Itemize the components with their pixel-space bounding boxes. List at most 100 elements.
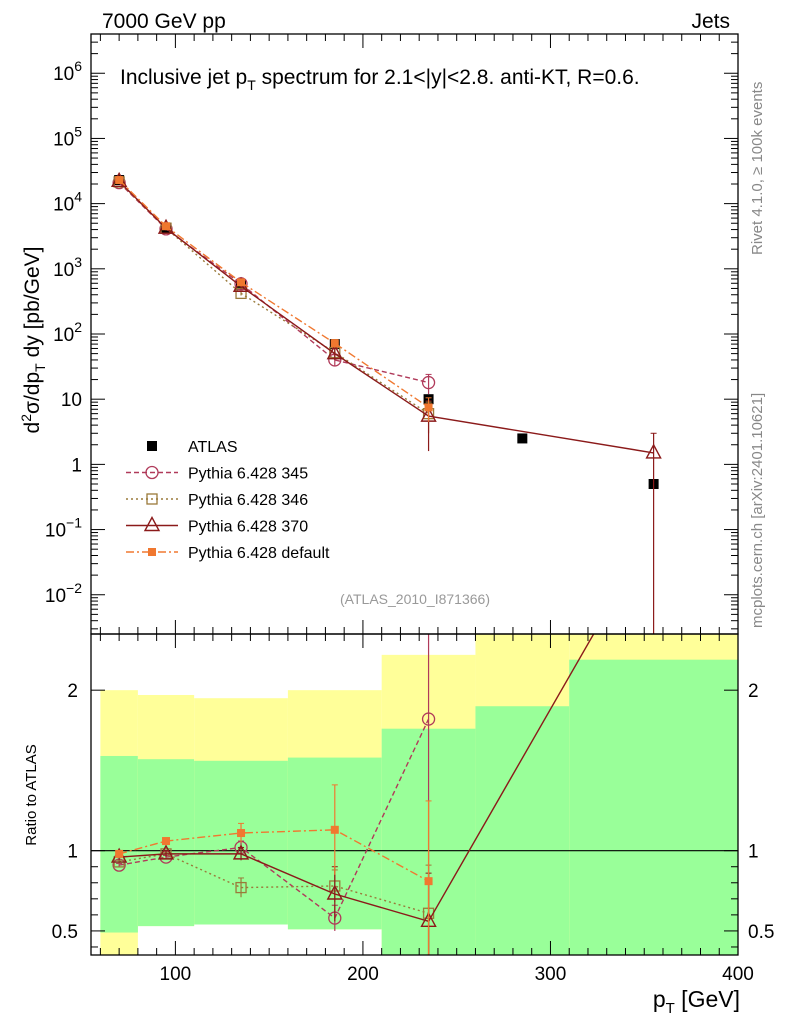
y-tick-base: 10 [53,129,74,150]
ylabel-part: dy [pb/GeV] [21,247,44,364]
data-point [232,844,250,860]
y-tick-exp: 6 [74,58,82,74]
data-point [330,825,339,834]
data-point [157,844,175,860]
y-tick-base: 10 [53,64,74,85]
y-tick-label: 10 [61,390,82,411]
legend-entry: Pythia 6.428 345 [126,466,308,483]
main-frame [90,33,739,635]
y-tick-label: 10−1 [45,515,82,542]
ratio-xlabel: pT [GeV] [653,986,740,1017]
legend-entry: Pythia 6.428 346 [126,492,308,509]
header-right: Jets [691,10,730,33]
legend-marker [146,493,158,505]
legend-label: ATLAS [188,439,238,456]
title-subscript: T [247,77,256,93]
ratio-y-tick-label: 0.5 [52,922,78,943]
title-text: Inclusive jet p [120,66,247,89]
series-pythia-6-428-default [115,176,433,422]
y-tick-label: 102 [53,319,82,346]
legend-label: Pythia 6.428 370 [188,519,308,536]
data-point [645,443,662,459]
data-point [237,829,246,838]
data-point [235,881,247,894]
series-line [119,853,429,914]
ratio-bands [91,634,738,955]
y-tick-exp: −1 [66,515,82,531]
xlabel-sub: T [666,1000,675,1017]
data-point [517,433,528,444]
y-tick-label: 106 [53,58,82,85]
ylabel-part: T [32,363,48,372]
x-tick-label: 400 [722,964,754,985]
y-tick-exp: 4 [74,189,82,205]
legend-entry: Pythia 6.428 370 [126,516,308,536]
ratio-y-tick-label: 1 [67,842,78,863]
main-title: Inclusive jet pT spectrum for 2.1<|y|<2.… [120,66,640,93]
series-line [118,180,654,454]
main-plot [110,171,662,634]
data-point [330,339,339,348]
legend-entry: Pythia 6.428 default [126,545,330,562]
legend: ATLAS Pythia 6.428 345 Pythia 6.428 346 Pyt… [126,439,330,562]
series-pythia-6-428-default [115,784,433,955]
series-line [119,634,595,923]
y-tick-base: 10 [45,586,66,607]
data-point [421,375,436,390]
header-left: 7000 GeV pp [102,10,226,33]
analysis-tag: (ATLAS_2010_I871366) [340,591,490,607]
ratio-frame [90,633,739,956]
legend-entry: ATLAS [147,439,238,456]
ylabel-part: σ/dp [21,372,44,414]
y-tick-exp: −2 [66,580,82,596]
side-rivet: Rivet 4.1.0, ≥ 100k events [749,82,766,255]
ylabel-part: 2 [18,414,34,422]
series-pythia-6-428-345 [112,175,436,395]
series-line [118,181,429,415]
data-point [162,222,171,231]
y-tick-base: 10 [45,521,66,542]
ratio-ylabel: Ratio to ATLAS [23,744,40,845]
xlabel-part: p [653,986,666,1012]
ratio-y-tick-label-right: 1 [748,842,759,863]
data-point [115,849,124,858]
data-point [237,278,246,287]
data-point [115,176,124,185]
series-pythia-6-428-370 [110,171,662,634]
ratio-y-tick-label-right: 2 [748,681,759,702]
ylabel-part: d [21,422,44,434]
data-point [424,403,433,412]
x-tick-label: 100 [160,964,192,985]
band-green [569,659,738,955]
data-point [424,877,433,886]
band-green [475,706,570,955]
main-ylabel: d2σ/dpT dy [pb/GeV] [18,247,48,434]
series-line [118,182,429,384]
legend-marker [148,548,156,556]
y-tick-exp: 5 [74,123,82,139]
legend-label: Pythia 6.428 345 [188,466,308,483]
data-point [326,344,343,360]
legend-marker [143,516,161,532]
x-tick-label: 300 [535,964,567,985]
y-tick-base: 10 [53,260,74,281]
y-tick-base: 10 [53,195,74,216]
y-tick-label: 105 [53,123,82,150]
legend-label: Pythia 6.428 346 [188,492,308,509]
y-tick-label: 104 [53,189,82,216]
xlabel-part: [GeV] [675,986,740,1012]
side-mcplots: mcplots.cern.ch [arXiv:2401.10621] [749,393,766,628]
series-pythia-6-428-346 [113,176,435,434]
axes: 100 200 300 40010−210−11101021031041051060.… [45,33,774,985]
ratio-y-tick-label: 2 [67,681,78,702]
y-tick-exp: 3 [74,254,82,270]
legend-marker [145,465,159,480]
series-line [118,179,429,408]
ratio-y-tick-label-right: 0.5 [748,922,774,943]
ratio-plot [110,634,595,955]
y-tick-exp: 2 [74,319,82,335]
data-point [326,884,343,900]
x-tick-label: 200 [347,964,379,985]
legend-label: Pythia 6.428 default [188,545,330,562]
